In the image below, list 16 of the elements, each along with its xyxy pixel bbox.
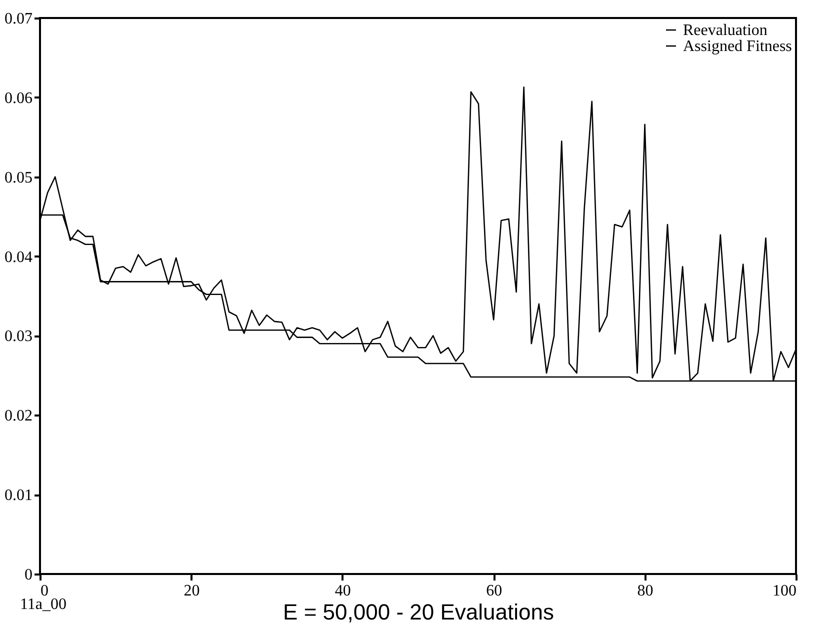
x-axis-title: E = 50,000 - 20 Evaluations bbox=[283, 600, 554, 623]
y-tick-label: 0.01 bbox=[4, 487, 32, 504]
y-tick-label: 0.06 bbox=[4, 90, 32, 107]
y-tick-label: 0.05 bbox=[4, 169, 32, 186]
y-tick-label: 0.02 bbox=[4, 408, 32, 425]
legend-label: Assigned Fitness bbox=[683, 38, 792, 55]
y-tick-label: 0.07 bbox=[4, 10, 32, 28]
x-tick-label: 20 bbox=[184, 582, 200, 600]
x-tick-label: 80 bbox=[637, 582, 654, 600]
x-tick-label: 40 bbox=[334, 582, 351, 600]
x-tick-label: 60 bbox=[486, 582, 502, 600]
x-tick-label: 100 bbox=[772, 582, 796, 600]
y-tick-label: 0 bbox=[24, 566, 32, 584]
y-tick-label: 0.03 bbox=[4, 328, 32, 346]
legend-label: Reevaluation bbox=[683, 22, 768, 39]
y-tick-label: 0.04 bbox=[4, 248, 32, 266]
